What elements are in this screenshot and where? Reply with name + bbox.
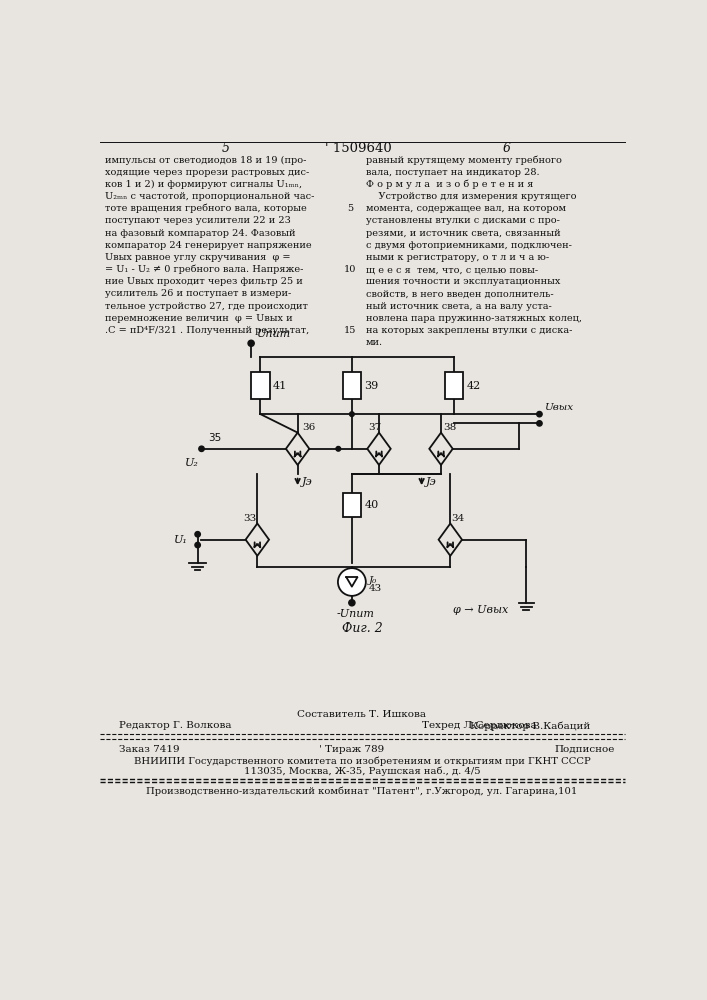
Text: ВНИИПИ Государственного комитета по изобретениям и открытиям при ГКНТ СССР: ВНИИПИ Государственного комитета по изоб… — [134, 757, 590, 766]
Text: 34: 34 — [452, 514, 464, 523]
Bar — [251, 372, 270, 399]
Text: 42: 42 — [467, 381, 481, 391]
Text: 36: 36 — [303, 423, 316, 432]
Text: ние Uвых проходит через фильтр 25 и: ние Uвых проходит через фильтр 25 и — [105, 277, 303, 286]
Text: Заказ 7419: Заказ 7419 — [119, 745, 180, 754]
Text: Устройство для измерения крутящего: Устройство для измерения крутящего — [366, 192, 576, 201]
Circle shape — [349, 412, 354, 416]
Text: 43: 43 — [369, 584, 382, 593]
Text: Подписное: Подписное — [554, 745, 614, 754]
Text: вала, поступает на индикатор 28.: вала, поступает на индикатор 28. — [366, 168, 539, 177]
Text: ный источник света, а на валу уста-: ный источник света, а на валу уста- — [366, 302, 551, 311]
Text: поступают через усилители 22 и 23: поступают через усилители 22 и 23 — [105, 216, 291, 225]
Text: 33: 33 — [243, 514, 256, 523]
Text: ' Тираж 789: ' Тираж 789 — [320, 745, 385, 754]
Text: установлены втулки с дисками с про-: установлены втулки с дисками с про- — [366, 216, 560, 225]
Text: с двумя фотоприемниками, подключен-: с двумя фотоприемниками, подключен- — [366, 241, 572, 250]
Text: 40: 40 — [364, 500, 378, 510]
Text: резями, и источник света, связанный: резями, и источник света, связанный — [366, 229, 561, 238]
Text: щ е е с я  тем, что, с целью повы-: щ е е с я тем, что, с целью повы- — [366, 265, 538, 274]
Text: свойств, в него введен дополнитель-: свойств, в него введен дополнитель- — [366, 289, 554, 298]
Text: U₂: U₂ — [185, 458, 199, 468]
Text: Фиг. 2: Фиг. 2 — [341, 622, 382, 635]
Text: перемножение величин  φ = Uвых и: перемножение величин φ = Uвых и — [105, 314, 293, 323]
Text: 10: 10 — [344, 265, 356, 274]
Text: Техред Л.Сердюкова: Техред Л.Сердюкова — [421, 721, 536, 730]
Text: Jэ: Jэ — [303, 477, 313, 487]
Circle shape — [336, 446, 341, 451]
Text: φ → Uвых: φ → Uвых — [452, 605, 508, 615]
Text: шения точности и эксплуатационных: шения точности и эксплуатационных — [366, 277, 560, 286]
Text: = U₁ - U₂ ≠ 0 гребного вала. Напряже-: = U₁ - U₂ ≠ 0 гребного вала. Напряже- — [105, 265, 304, 274]
Text: 15: 15 — [344, 326, 356, 335]
Text: Редактор Г. Волкова: Редактор Г. Волкова — [119, 721, 232, 730]
Text: U₁: U₁ — [174, 535, 187, 545]
Text: 38: 38 — [444, 423, 457, 432]
Text: 5: 5 — [221, 142, 230, 155]
Circle shape — [195, 532, 200, 537]
Circle shape — [199, 446, 204, 451]
Text: ходящие через прорези растровых дис-: ходящие через прорези растровых дис- — [105, 168, 310, 177]
Circle shape — [537, 411, 542, 417]
Text: Производственно-издательский комбинат "Патент", г.Ужгород, ул. Гагарина,101: Производственно-издательский комбинат "П… — [146, 787, 578, 796]
Text: равный крутящему моменту гребного: равный крутящему моменту гребного — [366, 155, 561, 165]
Text: .C = πD⁴F/321 . Полученный результат,: .C = πD⁴F/321 . Полученный результат, — [105, 326, 310, 335]
Circle shape — [349, 600, 355, 606]
Text: U₂ₘₙ с частотой, пропорциональной час-: U₂ₘₙ с частотой, пропорциональной час- — [105, 192, 315, 201]
Circle shape — [248, 340, 255, 346]
Text: момента, содержащее вал, на котором: момента, содержащее вал, на котором — [366, 204, 566, 213]
Text: усилитель 26 и поступает в измери-: усилитель 26 и поступает в измери- — [105, 289, 292, 298]
Text: новлена пара пружинно-затяжных колец,: новлена пара пружинно-затяжных колец, — [366, 314, 582, 323]
Text: ными к регистратору, о т л и ч а ю-: ными к регистратору, о т л и ч а ю- — [366, 253, 549, 262]
Text: 37: 37 — [368, 423, 382, 432]
Text: Uвых равное углу скручивания  φ =: Uвых равное углу скручивания φ = — [105, 253, 291, 262]
Text: Uпит: Uпит — [257, 329, 291, 339]
Bar — [445, 372, 464, 399]
Text: -Uпит: -Uпит — [337, 609, 374, 619]
Text: 113035, Москва, Ж-35, Раушская наб., д. 4/5: 113035, Москва, Ж-35, Раушская наб., д. … — [244, 767, 480, 776]
Text: Jэ: Jэ — [426, 477, 437, 487]
Text: ' 1509640: ' 1509640 — [325, 142, 392, 155]
Text: 41: 41 — [273, 381, 287, 391]
Text: Корректор В.Кабаций: Корректор В.Кабаций — [470, 721, 590, 731]
Text: 5: 5 — [347, 204, 354, 213]
Text: ми.: ми. — [366, 338, 383, 347]
Text: ков 1 и 2) и формируют сигналы U₁ₘₙ,: ков 1 и 2) и формируют сигналы U₁ₘₙ, — [105, 180, 303, 189]
Circle shape — [537, 421, 542, 426]
Text: тоте вращения гребного вала, которые: тоте вращения гребного вала, которые — [105, 204, 307, 213]
Text: Uвых: Uвых — [544, 403, 573, 412]
Text: 6: 6 — [503, 142, 511, 155]
Text: 35: 35 — [208, 433, 221, 443]
Bar — [343, 493, 361, 517]
Circle shape — [338, 568, 366, 596]
Text: Ф о р м у л а  и з о б р е т е н и я: Ф о р м у л а и з о б р е т е н и я — [366, 180, 533, 189]
Circle shape — [195, 542, 200, 548]
Text: 39: 39 — [364, 381, 378, 391]
Text: J₀: J₀ — [369, 576, 377, 585]
Text: на фазовый компаратор 24. Фазовый: на фазовый компаратор 24. Фазовый — [105, 229, 296, 238]
Text: тельное устройство 27, где происходит: тельное устройство 27, где происходит — [105, 302, 308, 311]
Text: Составитель Т. Ишкова: Составитель Т. Ишкова — [298, 710, 426, 719]
Text: импульсы от светодиодов 18 и 19 (про-: импульсы от светодиодов 18 и 19 (про- — [105, 155, 307, 165]
Text: на которых закреплены втулки с диска-: на которых закреплены втулки с диска- — [366, 326, 572, 335]
Text: компаратор 24 генерирует напряжение: компаратор 24 генерирует напряжение — [105, 241, 312, 250]
Bar — [343, 372, 361, 399]
